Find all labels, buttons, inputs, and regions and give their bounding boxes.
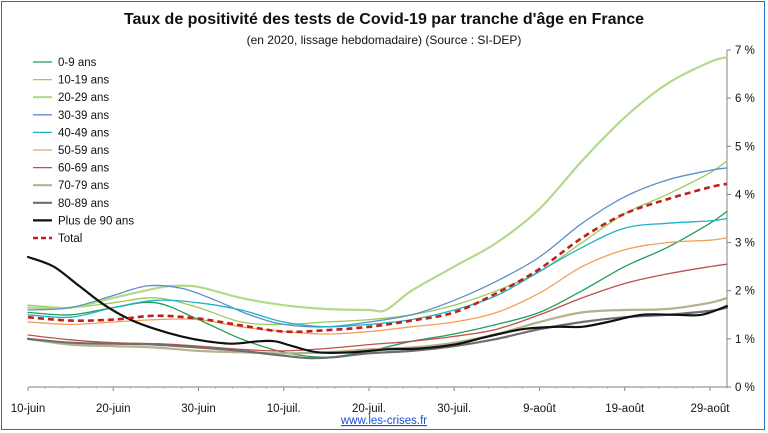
x-tick-label: 10-juin bbox=[11, 403, 46, 415]
legend-label-70-79-ans: 70-79 ans bbox=[58, 180, 109, 192]
legend-label-30-39-ans: 30-39 ans bbox=[58, 110, 109, 122]
y-tick-label: 5 % bbox=[735, 141, 755, 153]
series-line-20-29-ans bbox=[26, 56, 729, 313]
legend-label-plus-de-90-ans: Plus de 90 ans bbox=[58, 215, 134, 227]
y-tick-label: 2 % bbox=[735, 286, 755, 298]
series-line-10-19-ans bbox=[27, 160, 728, 326]
x-tick-label: 9-août bbox=[523, 403, 556, 415]
chart-title: Taux de positivité des tests de Covid-19… bbox=[124, 11, 644, 28]
legend-label-10-19-ans: 10-19 ans bbox=[58, 75, 109, 87]
x-tick-label: 10-juil. bbox=[267, 403, 301, 415]
y-tick-label: 7 % bbox=[735, 45, 755, 57]
y-tick-label: 0 % bbox=[735, 382, 755, 394]
x-tick-label: 20-juil. bbox=[352, 403, 386, 415]
x-tick-label: 20-juin bbox=[96, 403, 131, 415]
series-line-plus-de-90-ans bbox=[26, 255, 729, 355]
x-tick-label: 30-juin bbox=[181, 403, 216, 415]
legend: 0-9 ans 10-19 ans 20-29 ans 30-39 ans 40-49 … bbox=[33, 57, 134, 245]
legend-label-0-9-ans: 0-9 ans bbox=[58, 57, 97, 69]
source-link[interactable]: www.les-crises.fr bbox=[340, 415, 427, 427]
legend-label-20-29-ans: 20-29 ans bbox=[58, 92, 109, 104]
series-line-60-69-ans bbox=[27, 263, 728, 352]
series-line-total bbox=[27, 182, 728, 334]
x-tick-label: 29-août bbox=[690, 403, 730, 415]
y-tick-label: 6 % bbox=[735, 93, 755, 105]
legend-label-50-59-ans: 50-59 ans bbox=[58, 145, 109, 157]
y-tick-label: 3 % bbox=[735, 238, 755, 250]
y-tick-label: 4 % bbox=[735, 189, 755, 201]
series-line-50-59-ans bbox=[27, 237, 728, 335]
x-tick-label: 19-août bbox=[605, 403, 645, 415]
series-line-0-9-ans bbox=[27, 210, 728, 358]
series-lines bbox=[26, 56, 729, 360]
legend-label-total: Total bbox=[58, 233, 82, 245]
legend-label-60-69-ans: 60-69 ans bbox=[58, 163, 109, 175]
x-tick-label: 30-juil. bbox=[437, 403, 471, 415]
series-line-30-39-ans bbox=[27, 167, 728, 328]
legend-label-40-49-ans: 40-49 ans bbox=[58, 127, 109, 139]
chart-subtitle: (en 2020, lissage hebdomadaire) (Source … bbox=[247, 33, 522, 47]
legend-label-80-89-ans: 80-89 ans bbox=[58, 198, 109, 210]
axes: 0 % 1 % 2 % 3 % 4 % 5 % 6 % 7 % 10-juin 20-juin 30… bbox=[11, 45, 755, 415]
series-line-40-49-ans bbox=[27, 217, 728, 328]
y-tick-label: 1 % bbox=[735, 334, 755, 346]
